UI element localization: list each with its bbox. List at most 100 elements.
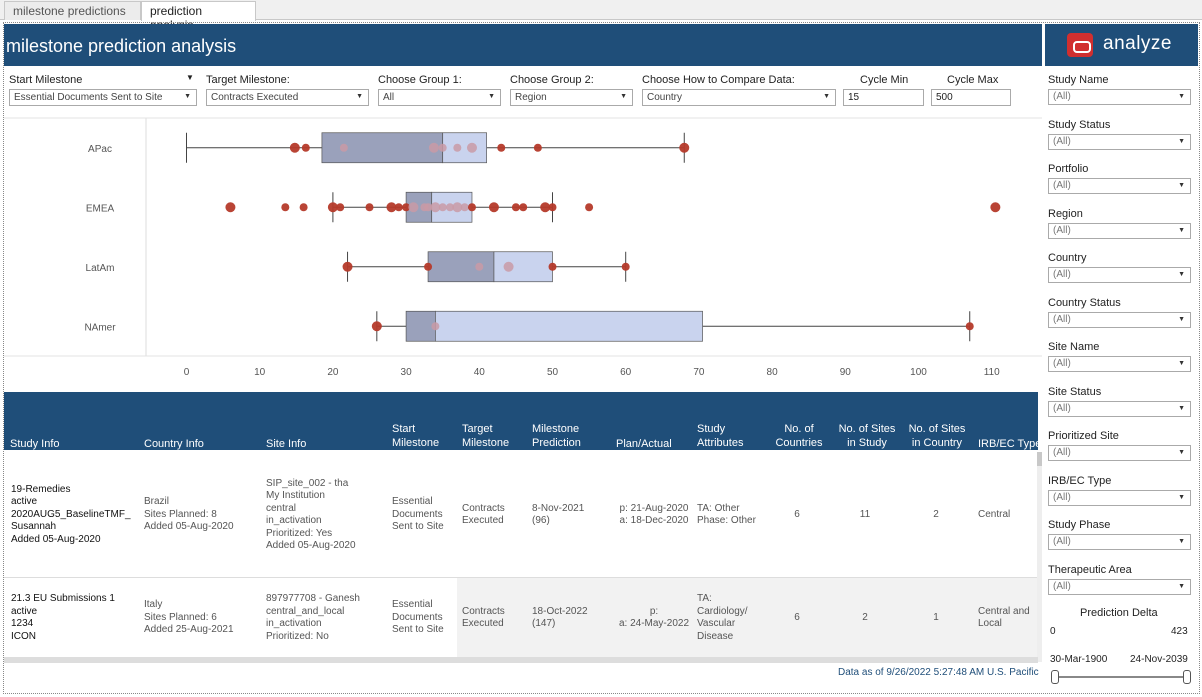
cell-line: 18-Oct-2022 — [532, 605, 588, 617]
box-upper-half — [435, 310, 703, 342]
filter-label-study-phase: Study Phase — [1048, 519, 1111, 531]
cell-line: My Institution — [266, 490, 325, 501]
start-milestone-label: Start Milestone — [9, 74, 83, 86]
box-lower-half — [427, 251, 495, 283]
data-point — [533, 143, 542, 152]
data-point — [497, 143, 506, 152]
cell-start-milestone: Essential Documents Sent to Site — [392, 599, 444, 637]
filter-dropdown-country-status[interactable]: (All) — [1048, 311, 1191, 328]
cell-countries: 6 — [770, 509, 824, 522]
date-range-slider-end-handle[interactable] — [1183, 670, 1191, 684]
data-point — [519, 203, 528, 212]
cell-line: Executed — [462, 618, 504, 629]
filter-dropdown-site-status[interactable]: (All) — [1048, 400, 1191, 417]
col-irb-ec-type: IRB/EC Type — [978, 438, 1042, 450]
x-tick-label: 0 — [184, 367, 190, 378]
cell-line: Sites Planned: 6 — [144, 611, 217, 623]
cycle-min-input[interactable]: 15 — [843, 89, 924, 106]
data-point — [540, 202, 551, 213]
tab-milestone-predictions[interactable]: milestone predictions — [4, 1, 141, 20]
date-range-end: 24-Nov-2039 — [1130, 654, 1188, 665]
data-point — [402, 203, 411, 212]
start-milestone-dropdown[interactable]: Essential Documents Sent to Site — [9, 89, 197, 106]
filter-dropdown-prioritized-site[interactable]: (All) — [1048, 445, 1191, 461]
table-horizontal-scrollbar[interactable] — [4, 657, 1038, 663]
filter-dropdown-study-status[interactable]: (All) — [1048, 133, 1191, 150]
filter-label-portfolio: Portfolio — [1048, 163, 1089, 175]
group1-dropdown[interactable]: All — [378, 89, 501, 106]
data-point — [679, 142, 690, 153]
group1-label: Choose Group 1: — [378, 74, 462, 86]
compare-label: Choose How to Compare Data: — [642, 74, 795, 86]
cell-line: Added 05-Aug-2020 — [11, 533, 101, 545]
chart-background — [4, 116, 1042, 386]
cell-line: p: 21-Aug-2020 — [619, 502, 689, 514]
cell-irb: Central and Local — [978, 606, 1030, 631]
cell-prediction: 8-Nov-2021 (96) — [532, 503, 584, 528]
cell-line: 8-Nov-2021 — [532, 502, 585, 514]
cell-line: Central — [978, 508, 1011, 520]
cycle-min-label: Cycle Min — [860, 74, 909, 86]
data-point — [386, 202, 397, 213]
tab-prediction-analysis[interactable]: prediction analysis — [141, 1, 256, 32]
data-point — [424, 203, 433, 212]
data-point — [621, 262, 630, 271]
start-milestone-menu-icon[interactable]: ▼ — [186, 73, 194, 82]
date-range-slider-start-handle[interactable] — [1051, 670, 1059, 684]
filter-dropdown-portfolio[interactable]: (All) — [1048, 178, 1191, 194]
cell-line: Susannah — [11, 521, 57, 533]
cell-line: Added 05-Aug-2020 — [266, 540, 356, 551]
cycle-max-input[interactable]: 500 — [931, 89, 1011, 106]
cell-line: a: 18-Dec-2020 — [619, 515, 689, 526]
cell-line: Vascular — [697, 618, 736, 629]
filter-dropdown-region[interactable]: (All) — [1048, 222, 1191, 239]
cell-line: in_activation — [266, 618, 322, 629]
group2-dropdown[interactable]: Region — [510, 89, 633, 106]
filter-label-country: Country — [1048, 252, 1087, 264]
cell-line: a: 24-May-2022 — [618, 618, 690, 629]
cell-study-info: 21.3 EU Submissions 1 active 1234 ICON — [11, 593, 115, 643]
cell-attributes: TA: Cardiology/Vascular Disease — [697, 593, 748, 643]
target-milestone-dropdown[interactable]: Contracts Executed — [206, 89, 369, 106]
filter-label-irb-ec-type: IRB/EC Type — [1048, 474, 1112, 487]
col-sites-in-country: No. of Sites in Country — [908, 423, 966, 449]
data-point — [446, 203, 455, 212]
date-range-slider-track[interactable] — [1053, 676, 1185, 678]
table-vertical-scrollbar[interactable] — [1037, 452, 1042, 662]
filter-label-therapeutic-area: Therapeutic Area — [1048, 563, 1132, 576]
filter-dropdown-country[interactable]: (All) — [1048, 267, 1191, 283]
filter-dropdown-study-name[interactable]: (All) — [1048, 89, 1191, 105]
cell-line: Contracts — [462, 502, 505, 514]
category-label-apac: APac — [88, 144, 112, 155]
data-point — [365, 203, 374, 212]
cell-line: central_and_local — [266, 605, 345, 617]
filter-label-site-name: Site Name — [1048, 341, 1100, 353]
x-tick-label: 80 — [767, 367, 779, 378]
cell-line: Central and — [978, 605, 1030, 617]
filter-dropdown-irb-ec-type[interactable]: (All) — [1048, 489, 1191, 506]
data-point — [548, 262, 557, 271]
cell-line: 21.3 EU Submissions 1 — [11, 593, 115, 604]
cell-line: Documents — [392, 611, 443, 623]
data-point — [424, 262, 433, 271]
data-point — [453, 143, 462, 152]
category-label-latam: LatAm — [86, 263, 115, 274]
filter-label-country-status: Country Status — [1048, 296, 1121, 309]
filter-dropdown-therapeutic-area[interactable]: (All) — [1048, 578, 1191, 595]
filter-dropdown-site-name[interactable]: (All) — [1048, 356, 1191, 372]
compare-dropdown[interactable]: Country — [642, 89, 836, 106]
data-point — [408, 202, 419, 213]
x-tick-label: 60 — [620, 367, 632, 378]
category-label-namer: NAmer — [84, 322, 116, 333]
filter-dropdown-study-phase[interactable]: (All) — [1048, 534, 1191, 550]
cell-line: in_activation — [266, 515, 322, 526]
table-row[interactable]: 21.3 EU Submissions 1 active 1234 ICON Italy… — [4, 578, 1038, 658]
scroll-thumb[interactable] — [1037, 452, 1042, 466]
filter-label-study-name: Study Name — [1048, 74, 1109, 86]
cell-line: Sent to Site — [392, 624, 444, 636]
table-row[interactable]: 19-Remedies active 2020AUG5_BaselineTMF_ Su… — [4, 452, 1038, 578]
x-tick-label: 50 — [547, 367, 559, 378]
logo-text: analyze — [1103, 33, 1172, 54]
x-tick-label: 110 — [984, 367, 1000, 378]
data-point — [394, 203, 403, 212]
